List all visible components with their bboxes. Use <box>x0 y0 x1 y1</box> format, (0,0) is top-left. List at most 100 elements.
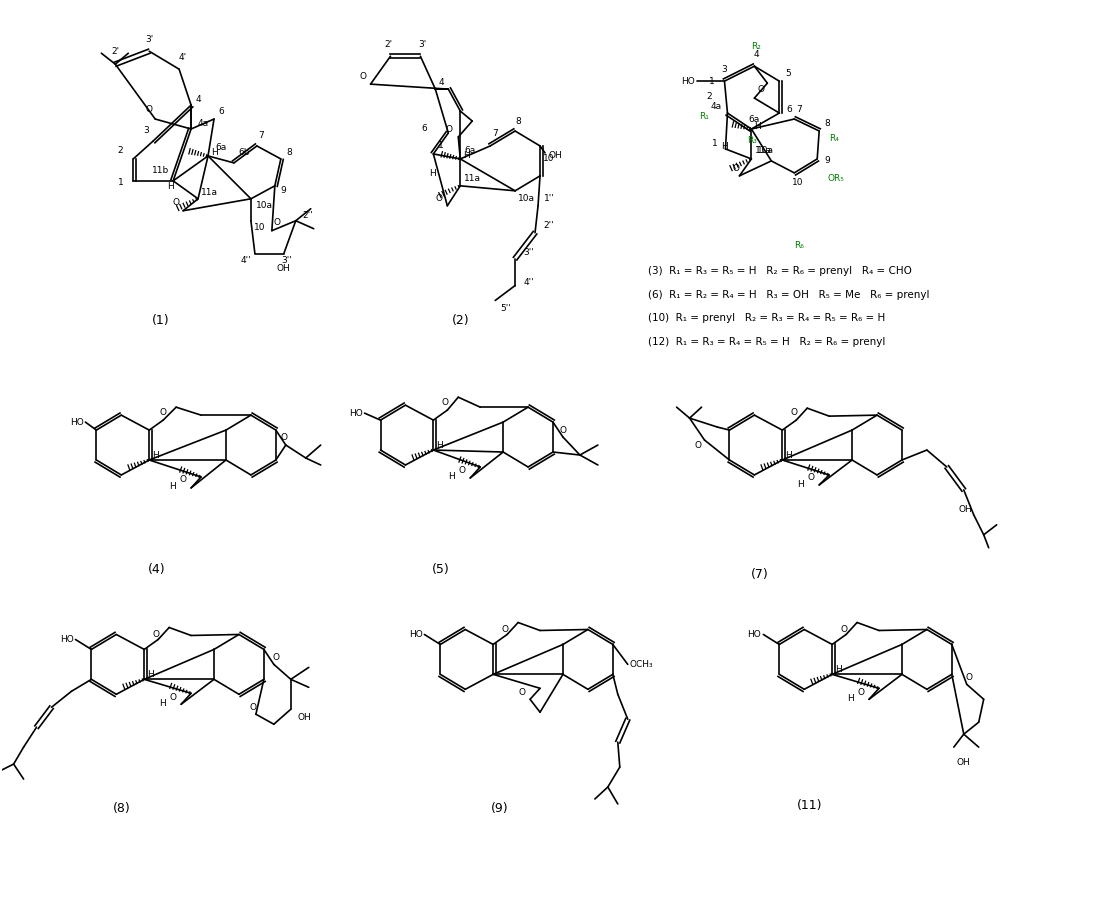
Text: 4: 4 <box>753 50 759 59</box>
Text: O: O <box>442 397 449 407</box>
Text: 7: 7 <box>258 132 264 140</box>
Text: HO: HO <box>60 635 74 644</box>
Text: H: H <box>463 151 470 160</box>
Text: H: H <box>147 670 154 679</box>
Text: (5): (5) <box>431 563 449 576</box>
Text: (3)  R₁ = R₃ = R₅ = H   R₂ = R₆ = prenyl   R₄ = CHO: (3) R₁ = R₃ = R₅ = H R₂ = R₆ = prenyl R₄… <box>647 266 911 276</box>
Text: 1: 1 <box>711 139 717 148</box>
Text: 11a: 11a <box>201 188 218 197</box>
Text: 11b: 11b <box>152 166 169 175</box>
Text: HO: HO <box>408 630 422 639</box>
Text: 8: 8 <box>515 116 521 125</box>
Text: O: O <box>518 688 525 697</box>
Text: 1'': 1'' <box>544 195 555 203</box>
Text: 2: 2 <box>118 147 124 156</box>
Text: 3': 3' <box>146 35 153 43</box>
Text: O: O <box>360 72 366 80</box>
Text: O: O <box>146 104 152 113</box>
Text: HO: HO <box>681 77 695 86</box>
Text: O: O <box>152 630 160 639</box>
Text: 4: 4 <box>195 95 201 103</box>
Text: OH: OH <box>548 151 561 160</box>
Text: (8): (8) <box>113 802 130 815</box>
Text: HO: HO <box>748 630 761 639</box>
Text: 4a: 4a <box>710 101 721 111</box>
Text: (11): (11) <box>796 799 822 812</box>
Text: OH: OH <box>959 505 973 514</box>
Text: O: O <box>446 124 452 134</box>
Text: 2: 2 <box>706 91 711 100</box>
Text: R₆: R₆ <box>794 242 804 250</box>
Text: (6)  R₁ = R₂ = R₄ = H   R₃ = OH   R₅ = Me   R₆ = prenyl: (6) R₁ = R₂ = R₄ = H R₃ = OH R₅ = Me R₆ … <box>647 290 929 300</box>
Text: 3: 3 <box>143 126 149 136</box>
Text: 10a: 10a <box>758 147 774 156</box>
Text: O: O <box>169 692 176 702</box>
Text: (9): (9) <box>491 802 508 815</box>
Text: O: O <box>249 703 256 712</box>
Text: H: H <box>437 441 443 450</box>
Text: R₃: R₃ <box>748 136 758 146</box>
Text: OH: OH <box>277 264 291 273</box>
Text: 2': 2' <box>385 40 393 49</box>
Text: O: O <box>559 426 567 434</box>
Text: H: H <box>429 170 437 178</box>
Text: 3': 3' <box>418 40 427 49</box>
Text: (7): (7) <box>750 568 769 581</box>
Text: H: H <box>168 183 174 192</box>
Text: O: O <box>436 195 442 203</box>
Text: 6: 6 <box>421 124 427 133</box>
Text: OR₅: OR₅ <box>827 174 844 183</box>
Text: H: H <box>720 143 728 151</box>
Text: O: O <box>458 467 465 476</box>
Text: H: H <box>797 480 804 490</box>
Text: R₂: R₂ <box>751 41 761 51</box>
Text: O: O <box>857 688 864 697</box>
Text: O: O <box>695 441 702 450</box>
Text: O: O <box>160 408 167 417</box>
Text: H: H <box>785 451 792 459</box>
Text: 10: 10 <box>254 223 266 232</box>
Text: O: O <box>502 625 508 634</box>
Text: (10)  R₁ = prenyl   R₂ = R₃ = R₄ = R₅ = R₆ = H: (10) R₁ = prenyl R₂ = R₃ = R₄ = R₅ = R₆ … <box>647 313 885 324</box>
Text: 10a: 10a <box>518 195 535 203</box>
Text: O: O <box>807 474 814 482</box>
Text: 11a: 11a <box>464 174 481 183</box>
Text: 6a: 6a <box>464 147 475 156</box>
Text: O: O <box>272 653 279 662</box>
Text: OCH₃: OCH₃ <box>630 660 653 668</box>
Text: 2'': 2'' <box>302 211 313 220</box>
Text: H: H <box>170 482 176 491</box>
Text: 4: 4 <box>439 77 445 87</box>
Text: 2'': 2'' <box>543 221 554 230</box>
Text: (1): (1) <box>152 313 170 327</box>
Text: R₄: R₄ <box>829 135 839 144</box>
Text: OH: OH <box>298 713 311 722</box>
Text: 6a: 6a <box>749 114 760 124</box>
Text: 11a: 11a <box>756 147 772 156</box>
Text: 3: 3 <box>721 65 728 74</box>
Text: H: H <box>847 693 854 703</box>
Text: 9: 9 <box>824 157 829 165</box>
Text: 6: 6 <box>218 107 224 115</box>
Text: 4'': 4'' <box>523 278 534 287</box>
Text: O: O <box>840 625 847 634</box>
Text: 6: 6 <box>786 104 792 113</box>
Text: 7: 7 <box>796 104 802 113</box>
Text: 9: 9 <box>280 186 286 195</box>
Text: 4'': 4'' <box>240 256 250 266</box>
Text: 1: 1 <box>118 178 124 187</box>
Text: 7: 7 <box>492 129 499 138</box>
Text: 4a: 4a <box>197 119 208 127</box>
Text: 2': 2' <box>111 47 119 55</box>
Text: O: O <box>732 164 739 173</box>
Text: H: H <box>160 699 167 708</box>
Text: H: H <box>449 472 456 481</box>
Text: 6b: 6b <box>238 148 249 158</box>
Text: O: O <box>965 673 972 682</box>
Text: O: O <box>274 219 280 227</box>
Text: H: H <box>835 665 842 674</box>
Text: (4): (4) <box>148 563 165 576</box>
Text: HO: HO <box>349 408 363 418</box>
Text: 3'': 3'' <box>523 248 534 257</box>
Text: H: H <box>754 122 761 131</box>
